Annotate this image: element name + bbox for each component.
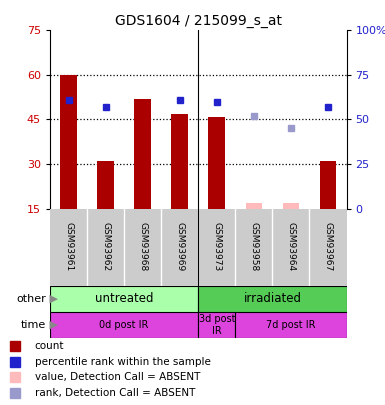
Text: GSM93961: GSM93961	[64, 222, 73, 272]
Bar	[235, 312, 346, 338]
Text: GSM93962: GSM93962	[101, 222, 110, 272]
Text: GSM93967: GSM93967	[323, 222, 333, 272]
Text: 0d post IR: 0d post IR	[99, 320, 149, 330]
Text: untreated: untreated	[95, 292, 153, 305]
Bar	[60, 75, 77, 209]
Text: GSM93964: GSM93964	[286, 222, 295, 272]
Bar	[50, 286, 198, 312]
Text: GSM93969: GSM93969	[175, 222, 184, 272]
Title: GDS1604 / 215099_s_at: GDS1604 / 215099_s_at	[115, 14, 282, 28]
Text: percentile rank within the sample: percentile rank within the sample	[35, 357, 211, 367]
Text: 7d post IR: 7d post IR	[266, 320, 316, 330]
Bar	[97, 161, 114, 209]
Bar	[198, 312, 235, 338]
Text: GSM93958: GSM93958	[249, 222, 258, 272]
Text: GSM93973: GSM93973	[212, 222, 221, 272]
Text: GSM93968: GSM93968	[138, 222, 147, 272]
Bar	[246, 202, 262, 209]
Text: 3d post
IR: 3d post IR	[199, 314, 235, 336]
Text: irradiated: irradiated	[243, 292, 301, 305]
Text: other: other	[17, 294, 46, 304]
Bar	[171, 113, 188, 209]
Bar	[50, 312, 198, 338]
Bar	[320, 161, 336, 209]
Bar	[208, 117, 225, 209]
Text: ▶: ▶	[46, 294, 58, 304]
Text: ▶: ▶	[46, 320, 58, 330]
Text: value, Detection Call = ABSENT: value, Detection Call = ABSENT	[35, 373, 200, 382]
Text: count: count	[35, 341, 64, 351]
Text: time: time	[21, 320, 46, 330]
Bar	[283, 202, 299, 209]
Bar	[134, 99, 151, 209]
Text: rank, Detection Call = ABSENT: rank, Detection Call = ABSENT	[35, 388, 195, 398]
Bar	[198, 286, 346, 312]
